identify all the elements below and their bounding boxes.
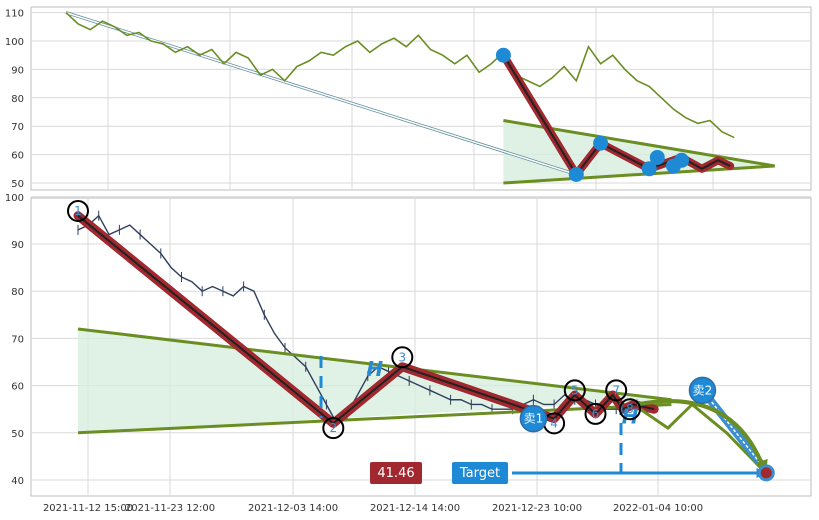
point-label-5: 5 — [571, 383, 579, 397]
projection-path — [512, 386, 775, 482]
top-y-tick-6: 110 — [5, 9, 24, 20]
top-y-tick-2: 70 — [11, 122, 24, 133]
top-arrow-line-inner — [65, 11, 577, 176]
bottom-triangle-upper — [77, 327, 672, 402]
bottom-zigzag — [73, 211, 659, 428]
sell-label-2: 卖2 — [693, 383, 713, 397]
bottom-x-tick-5: 2022-01-04 10:00 — [613, 503, 703, 514]
top-y-tick-5: 100 — [5, 37, 24, 48]
bottom-y-ticks: 40 50 60 70 80 90 100 — [5, 193, 24, 487]
top-marker-4 — [649, 149, 665, 165]
bottom-price-series — [77, 214, 648, 425]
sell-label-1: 卖1 — [524, 412, 544, 426]
point-circle-5 — [563, 379, 586, 402]
projection-curve-arrow — [636, 399, 768, 475]
target-circle — [757, 464, 775, 482]
sell-circle-1 — [519, 404, 548, 433]
point-label-3: 3 — [398, 350, 406, 364]
top-price-series — [65, 12, 735, 139]
bottom-y-tick-4: 80 — [11, 287, 24, 298]
target-label-text: Target — [459, 466, 500, 481]
point-label-6: 6 — [592, 407, 600, 421]
target-price-box — [370, 462, 422, 484]
top-marker-6 — [674, 152, 690, 168]
point-label-8: 8 — [626, 402, 634, 416]
h-label-1: H — [622, 404, 639, 428]
bottom-x-tick-1: 2021-11-23 12:00 — [125, 503, 215, 514]
sell-points: 卖1 卖2 — [519, 376, 717, 433]
bottom-triangle-lines — [77, 327, 672, 435]
top-price-line — [65, 12, 735, 139]
top-y-tick-4: 90 — [11, 65, 24, 76]
point-circle-3 — [391, 346, 414, 369]
point-label-1: 1 — [74, 204, 82, 218]
point-label-7: 7 — [612, 383, 620, 397]
point-circle-8 — [619, 398, 641, 421]
bottom-zigzag-inner — [77, 214, 655, 425]
point-label-2: 2 — [329, 421, 337, 435]
point-circle-2 — [322, 417, 345, 440]
target-price-text: 41.46 — [377, 466, 414, 481]
point-circle-1 — [67, 199, 89, 222]
sell-circle-2 — [688, 376, 717, 405]
bottom-x-tick-4: 2021-12-23 10:00 — [492, 503, 582, 514]
point-circle-7 — [605, 379, 628, 402]
top-arrow-line — [65, 11, 577, 176]
top-marker-1 — [568, 166, 584, 182]
top-y-ticks: 50 60 70 80 90 100 110 — [5, 9, 24, 190]
top-grid — [31, 7, 811, 190]
top-y-tick-0: 50 — [11, 179, 24, 190]
bottom-x-tick-3: 2021-12-14 14:00 — [370, 503, 460, 514]
bottom-triangle-lower — [77, 402, 672, 435]
point-circle-6 — [584, 402, 607, 425]
bottom-y-tick-1: 50 — [11, 429, 24, 440]
bottom-y-tick-6: 100 — [5, 193, 24, 204]
top-marker-2 — [593, 135, 609, 151]
top-markers — [495, 47, 690, 182]
top-marker-0 — [495, 47, 511, 63]
target-annotation: 41.46 Target — [370, 462, 508, 484]
target-label-box — [452, 462, 508, 484]
top-y-tick-3: 80 — [11, 94, 24, 105]
bottom-x-tick-2: 2021-12-03 14:00 — [248, 503, 338, 514]
bottom-y-tick-5: 90 — [11, 240, 24, 251]
h-label-0: H — [366, 357, 383, 381]
bottom-y-tick-0: 40 — [11, 476, 24, 487]
bottom-y-tick-3: 70 — [11, 334, 24, 345]
top-marker-3 — [641, 161, 657, 177]
bottom-x-tick-0: 2021-11-12 15:00 — [43, 503, 133, 514]
top-y-tick-1: 60 — [11, 151, 24, 162]
top-panel: 50 60 70 80 90 100 110 — [5, 6, 812, 191]
bottom-panel: 40 50 60 70 80 90 100 2021-11-12 15:002021-11-… — [5, 193, 812, 514]
bottom-y-tick-2: 60 — [11, 382, 24, 393]
point-label-4: 4 — [550, 416, 558, 430]
